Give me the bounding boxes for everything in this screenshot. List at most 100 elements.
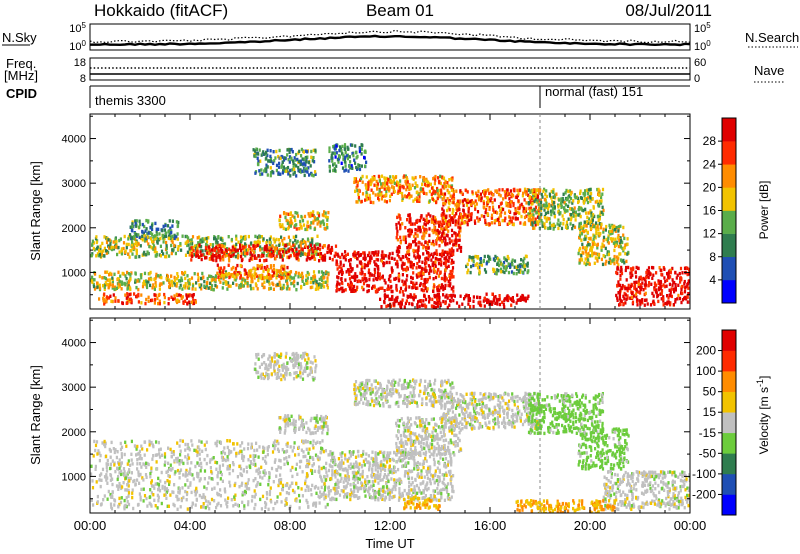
heatmap-cell: [687, 280, 690, 284]
heatmap-cell: [585, 211, 588, 215]
heatmap-cell: [332, 163, 335, 167]
heatmap-cell: [305, 278, 308, 282]
heatmap-cell: [573, 206, 576, 210]
heatmap-cell: [401, 198, 404, 202]
heatmap-cell: [311, 159, 314, 163]
heatmap-cell: [414, 237, 417, 241]
heatmap-cell: [287, 157, 290, 162]
heatmap-cell: [236, 248, 239, 252]
heatmap-cell: [430, 258, 433, 262]
heatmap-cell: [265, 244, 268, 248]
heatmap-cell: [485, 298, 489, 302]
heatmap-cell: [147, 295, 150, 299]
heatmap-cell: [342, 153, 345, 158]
heatmap-cell: [259, 245, 262, 249]
heatmap-cell: [514, 211, 517, 216]
heatmap-cell: [430, 304, 433, 308]
heatmap-cell: [536, 199, 539, 203]
heatmap-cell: [538, 216, 541, 220]
heatmap-cell: [305, 458, 309, 463]
heatmap-cell: [125, 242, 128, 247]
heatmap-cell: [255, 147, 258, 151]
heatmap-cell: [544, 203, 547, 208]
heatmap-cell: [168, 233, 171, 237]
heatmap-cell: [461, 201, 464, 205]
heatmap-cell: [127, 252, 130, 256]
heatmap-cell: [368, 197, 372, 201]
heatmap-cell: [219, 247, 222, 251]
heatmap-cell: [153, 301, 156, 305]
heatmap-cell: [450, 287, 453, 291]
heatmap-cell: [389, 304, 392, 308]
heatmap-cell: [644, 291, 647, 296]
heatmap-cell: [403, 280, 406, 284]
heatmap-cell: [230, 237, 233, 242]
heatmap-cell: [666, 294, 669, 298]
heatmap-cell: [402, 282, 405, 287]
heatmap-cell: [367, 261, 370, 266]
heatmap-cell: [444, 225, 447, 229]
heatmap-cell: [320, 283, 323, 287]
heatmap-cell: [617, 263, 620, 267]
heatmap-cell: [659, 268, 662, 272]
heatmap-cell: [507, 191, 510, 196]
heatmap-cell: [625, 259, 628, 264]
heatmap-cell: [393, 176, 396, 181]
heatmap-cell: [310, 149, 313, 154]
heatmap-cell: [244, 248, 247, 252]
heatmap-cell: [150, 277, 153, 282]
heatmap-cell: [272, 249, 275, 254]
heatmap-cell: [239, 274, 242, 278]
heatmap-cell: [346, 252, 349, 256]
heatmap-cell: [421, 266, 424, 271]
heatmap-cell: [204, 256, 207, 260]
heatmap-cell: [158, 455, 162, 459]
heatmap-cell: [428, 199, 431, 203]
heatmap-cell: [627, 286, 630, 290]
heatmap-cell: [416, 261, 419, 266]
heatmap-cell: [586, 192, 589, 196]
heatmap-cell: [508, 197, 511, 201]
heatmap-cell: [244, 244, 247, 248]
heatmap-cell: [458, 234, 461, 238]
heatmap-cell: [425, 256, 428, 260]
heatmap-cell: [415, 196, 418, 200]
heatmap-cell: [214, 236, 217, 240]
heatmap-cell: [280, 163, 284, 167]
heatmap-cell: [462, 203, 465, 208]
heatmap-cell: [565, 188, 568, 193]
heatmap-cell: [401, 222, 404, 226]
heatmap-cell: [448, 184, 451, 189]
heatmap-cell: [288, 249, 291, 253]
heatmap-cell: [231, 248, 235, 252]
heatmap-cell: [251, 253, 254, 257]
heatmap-cell: [591, 242, 595, 246]
heatmap-cell: [411, 183, 414, 187]
heatmap-cell: [440, 283, 444, 287]
heatmap-cell: [130, 236, 133, 240]
heatmap-cell: [404, 179, 407, 184]
heatmap-cell: [323, 244, 326, 248]
heatmap-cell: [368, 258, 372, 262]
heatmap-cell: [406, 246, 409, 250]
heatmap-cell: [423, 233, 426, 238]
heatmap-cell: [615, 293, 618, 298]
heatmap-cell: [207, 286, 210, 290]
heatmap-cell: [300, 251, 303, 255]
heatmap-cell: [210, 248, 213, 252]
heatmap-cell: [616, 257, 619, 261]
heatmap-cell: [490, 216, 494, 220]
heatmap-cell: [190, 258, 193, 262]
heatmap-cell: [405, 285, 408, 289]
heatmap-cell: [109, 294, 112, 298]
heatmap-cell: [458, 230, 461, 234]
heatmap-cell: [666, 278, 669, 282]
heatmap-cell: [644, 280, 647, 284]
heatmap-cell: [312, 254, 315, 258]
heatmap-cell: [410, 232, 413, 236]
heatmap-cell: [519, 204, 522, 208]
heatmap-cell: [398, 274, 401, 278]
heatmap-cell: [341, 151, 344, 156]
heatmap-cell: [184, 276, 187, 281]
heatmap-cell: [585, 252, 588, 257]
